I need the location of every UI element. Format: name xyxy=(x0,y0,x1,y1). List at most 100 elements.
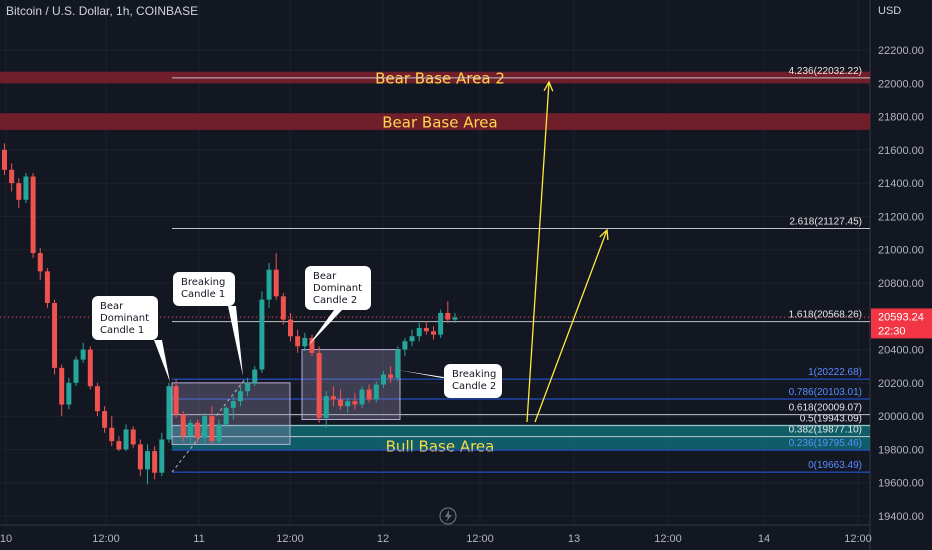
candle-body xyxy=(395,349,401,378)
candle-body xyxy=(438,312,444,335)
candle-body xyxy=(2,149,7,170)
callout-pointer xyxy=(228,306,243,376)
callout-text: Bear xyxy=(100,301,124,312)
price-badge xyxy=(871,308,932,339)
x-tick-label: 14 xyxy=(758,533,770,545)
candle-body xyxy=(445,312,451,320)
candle-body xyxy=(44,271,50,303)
callout-text: Bear xyxy=(313,271,337,282)
x-tick-label: 12:00 xyxy=(92,533,120,545)
candle-body xyxy=(166,386,172,440)
candle-body xyxy=(266,269,272,300)
zone-label: Bull Base Area xyxy=(386,437,495,455)
candle-body xyxy=(366,389,372,400)
x-tick-label: 13 xyxy=(568,533,580,545)
projection-arrow xyxy=(526,81,550,423)
candle-body xyxy=(52,302,58,368)
chart-title: Bitcoin / U.S. Dollar, 1h, COINBASE xyxy=(6,4,199,18)
candle-body xyxy=(145,451,150,470)
x-tick-label: 10 xyxy=(0,533,12,545)
fib-label: 0.236(19795.46) xyxy=(789,438,862,449)
candle-body xyxy=(345,401,351,407)
callout-text: Breaking xyxy=(452,369,496,380)
candle-body xyxy=(431,331,436,335)
y-tick-label: 19800.00 xyxy=(878,444,924,456)
candle-body xyxy=(245,382,251,392)
x-tick-label: 12:00 xyxy=(466,533,494,545)
fib-label: 0.618(20009.07) xyxy=(789,403,862,414)
y-tick-label: 19400.00 xyxy=(878,511,924,523)
candle-body xyxy=(87,349,93,387)
fib-label: 0.786(20103.01) xyxy=(789,387,862,398)
candle-body xyxy=(280,296,286,320)
candle-body xyxy=(159,439,165,473)
candle-body xyxy=(123,429,129,450)
candle-body xyxy=(295,336,301,347)
candle-body xyxy=(380,374,386,385)
candle-body xyxy=(423,327,429,332)
zone-label: Bear Base Area xyxy=(382,114,497,132)
candle-body xyxy=(59,367,65,405)
fib-label: 0.5(19943.09) xyxy=(800,414,862,425)
candle-body xyxy=(216,424,222,442)
candle-body xyxy=(23,176,29,200)
candle-body xyxy=(94,386,100,412)
candle-body xyxy=(338,399,344,407)
candle-body xyxy=(409,336,415,342)
candle-body xyxy=(259,299,265,370)
y-tick-label: 21800.00 xyxy=(878,112,924,124)
candle-body xyxy=(352,401,358,405)
candle-body xyxy=(73,359,79,383)
projection-arrowhead xyxy=(543,80,554,92)
candle-body xyxy=(109,427,115,442)
y-tick-label: 22200.00 xyxy=(878,45,924,57)
callout-pointer xyxy=(308,310,342,346)
candle-body xyxy=(316,352,322,418)
candle-body xyxy=(373,384,379,400)
fib-label: 0(19663.49) xyxy=(808,460,862,471)
candle-body xyxy=(9,169,15,184)
candle-body xyxy=(302,337,308,347)
candle-body xyxy=(137,444,143,470)
candle-body xyxy=(152,451,158,473)
replay-icon xyxy=(439,507,457,525)
zone-label: Bear Base Area 2 xyxy=(375,69,505,87)
current-price-value: 20593.24 xyxy=(878,311,924,323)
candle-body xyxy=(66,382,72,405)
y-tick-label: 21600.00 xyxy=(878,145,924,157)
candle-body xyxy=(359,389,365,405)
candle-body xyxy=(288,319,293,337)
callout-box xyxy=(305,266,371,310)
candle-body xyxy=(252,369,258,383)
candle-body xyxy=(330,396,336,400)
candle-body xyxy=(102,411,108,428)
bar-countdown: 22:30 xyxy=(878,325,906,337)
fib-trend-line xyxy=(171,378,246,473)
zone-bear xyxy=(0,113,870,130)
y-tick-label: 20000.00 xyxy=(878,411,924,423)
candle-body xyxy=(16,183,22,200)
replay-icon-bolt xyxy=(445,510,452,522)
fib-label: 2.618(21127.45) xyxy=(789,217,862,228)
candle-body xyxy=(209,416,215,442)
callout-text: Candle 1 xyxy=(100,325,144,336)
y-tick-label: 20200.00 xyxy=(878,378,924,390)
candle-body xyxy=(230,401,236,408)
candle-body xyxy=(187,422,193,437)
callout-box xyxy=(444,364,502,398)
callout-text: Candle 1 xyxy=(181,289,225,300)
y-tick-label: 21200.00 xyxy=(878,211,924,223)
candle-body xyxy=(309,337,315,353)
callout-text: Candle 2 xyxy=(313,295,357,306)
callout-box xyxy=(173,272,235,306)
candle-body xyxy=(202,416,208,438)
y-tick-label: 20800.00 xyxy=(878,278,924,290)
candle-body xyxy=(323,396,329,418)
candle-body xyxy=(195,422,201,438)
x-tick-label: 12:00 xyxy=(844,533,872,545)
fib-label: 4.236(22032.22) xyxy=(789,66,862,77)
candle-body xyxy=(37,253,43,272)
callout-text: Candle 2 xyxy=(452,381,496,392)
candle-body xyxy=(273,269,279,297)
